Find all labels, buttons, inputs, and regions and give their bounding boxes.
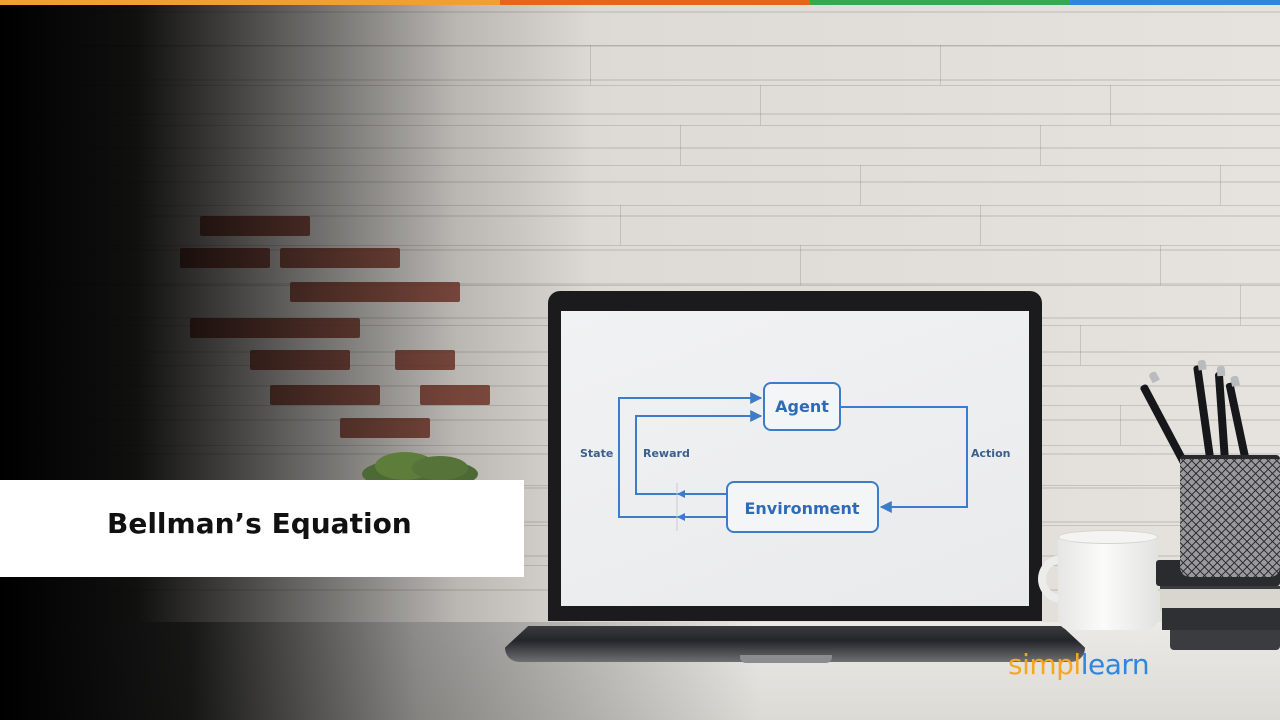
pencil-tip	[1216, 365, 1226, 377]
title-banner: Bellman’s Equation	[0, 480, 524, 577]
laptop-notch	[740, 655, 832, 663]
plant-decoration	[362, 452, 478, 485]
agent-label: Agent	[775, 397, 829, 416]
environment-label: Environment	[744, 499, 859, 518]
logo-part-1: simpl	[1008, 648, 1081, 681]
rl-loop-diagram: Agent Environment State Reward Action	[580, 382, 1010, 533]
laptop-screen	[561, 311, 1029, 606]
pencil-tip	[1197, 359, 1207, 371]
agent-node: Agent	[763, 382, 841, 431]
state-arrow	[618, 392, 763, 518]
slide-title: Bellman’s Equation	[107, 507, 412, 540]
mug-handle	[1038, 555, 1068, 603]
action-label: Action	[971, 447, 1010, 460]
simplilearn-logo: simpllearn	[1008, 648, 1150, 681]
logo-part-2: learn	[1080, 648, 1150, 681]
mug-rim	[1058, 530, 1158, 544]
book-stack-2	[1160, 586, 1280, 611]
action-arrow	[841, 406, 968, 513]
environment-node: Environment	[726, 481, 879, 533]
top-color-strip	[0, 0, 1280, 5]
book-stack-3	[1162, 608, 1280, 630]
state-label: State	[580, 447, 613, 460]
pencil-cup	[1180, 455, 1280, 577]
reward-label: Reward	[643, 447, 690, 460]
coffee-mug	[1058, 535, 1158, 630]
book-stack-4	[1170, 630, 1280, 650]
